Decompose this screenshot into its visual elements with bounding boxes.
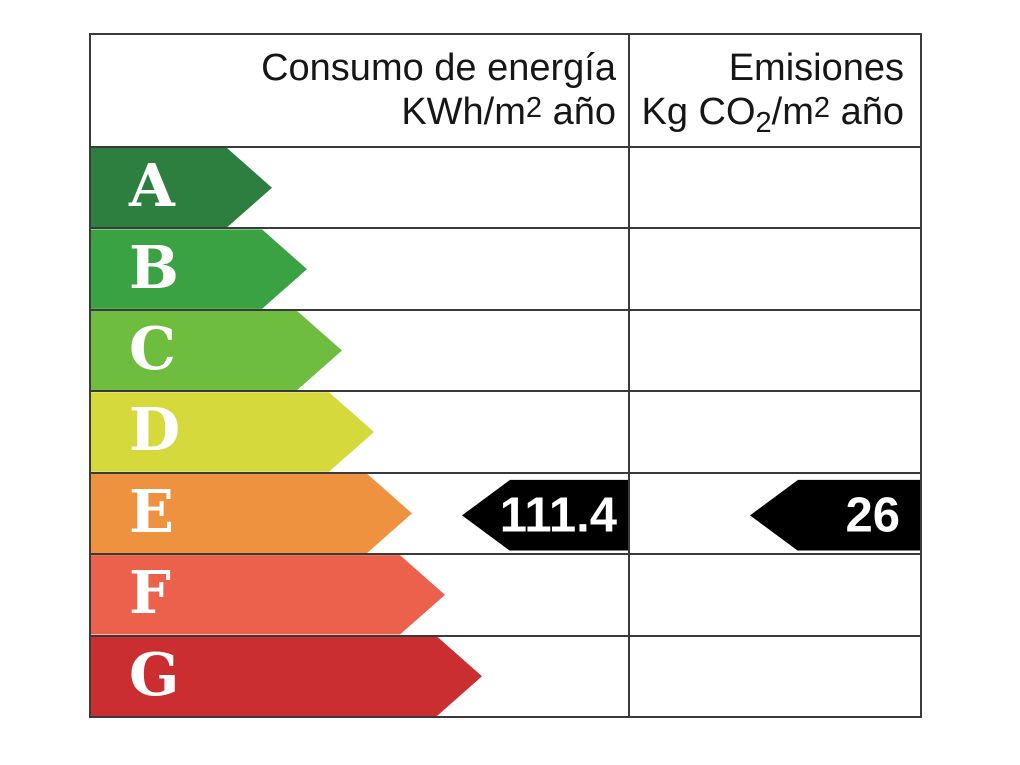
table-header: Consumo de energía KWh/m2 año Emisiones … — [91, 35, 920, 148]
rating-row-d: D — [91, 392, 920, 474]
emissions-value: 26 — [845, 488, 900, 543]
superscript-2: 2 — [525, 92, 543, 124]
rating-row-a: A — [91, 148, 920, 230]
rating-row-b: B — [91, 229, 920, 311]
subscript-2: 2 — [755, 107, 772, 139]
rating-rows: A B C D E — [91, 148, 920, 716]
rating-letter-d: D — [129, 395, 181, 465]
superscript-2: 2 — [813, 92, 831, 124]
consumption-header-units: KWh/m2 año — [401, 91, 616, 133]
consumption-value: 111.4 — [499, 488, 617, 543]
consumption-value-arrow: 111.4 — [462, 479, 630, 551]
rating-letter-a: A — [129, 151, 175, 221]
emissions-header-line1: Emisiones — [728, 47, 904, 89]
emissions-header-units: Kg CO2/m2 año — [641, 91, 904, 139]
consumption-header-line1: Consumo de energía — [261, 47, 616, 89]
rating-bar-a: A — [91, 148, 272, 227]
rating-row-e: E 111.4 26 — [91, 474, 920, 556]
rating-bar-b: B — [91, 229, 307, 308]
rating-row-c: C — [91, 311, 920, 393]
rating-bar-g: G — [91, 637, 482, 716]
rating-row-g: G — [91, 637, 920, 716]
rating-bar-e: E — [91, 474, 412, 553]
rating-letter-b: B — [129, 232, 179, 302]
rating-letter-g: G — [129, 639, 180, 709]
rating-letter-c: C — [129, 314, 176, 384]
rating-bar-f: F — [91, 555, 445, 634]
consumption-column-header: Consumo de energía KWh/m2 año — [91, 35, 630, 146]
rating-bar-d: D — [91, 392, 374, 471]
rating-row-f: F — [91, 555, 920, 637]
emissions-column-header: Emisiones Kg CO2/m2 año — [630, 35, 920, 146]
rating-letter-f: F — [129, 558, 171, 628]
rating-letter-e: E — [129, 476, 174, 546]
emissions-value-arrow: 26 — [750, 479, 920, 551]
column-divider — [628, 35, 630, 716]
rating-table: Consumo de energía KWh/m2 año Emisiones … — [89, 33, 922, 718]
rating-bar-c: C — [91, 311, 342, 390]
